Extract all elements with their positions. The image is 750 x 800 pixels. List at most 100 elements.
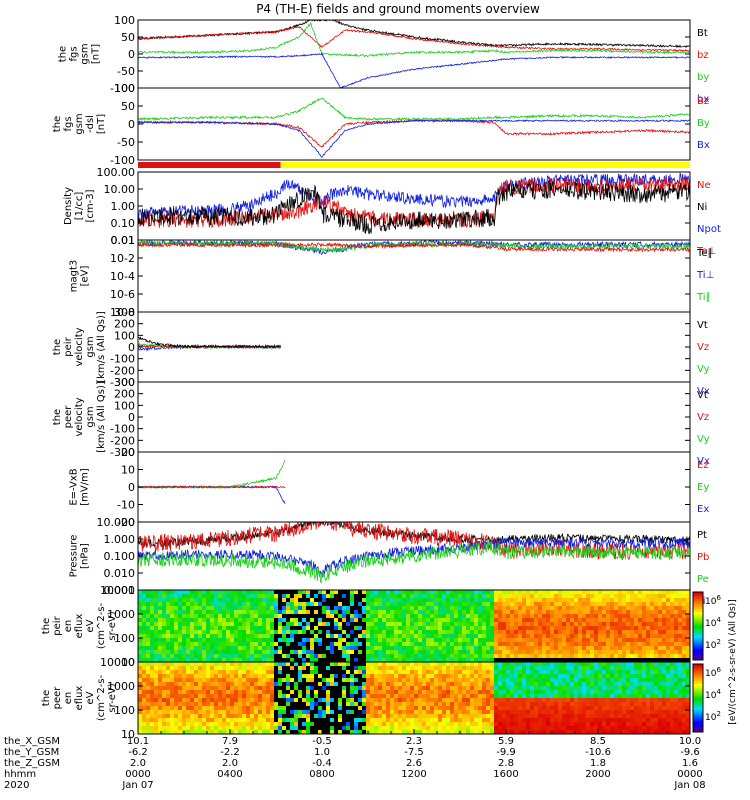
colorbar-cell	[693, 620, 703, 623]
ytick-label: 100	[114, 329, 135, 342]
legend-Ez: Ez	[697, 460, 709, 471]
ytick-label: 10	[121, 728, 135, 741]
colorbar-cell	[693, 691, 703, 694]
ylabel-line: [mV/m]	[80, 468, 91, 506]
x-axis: the_X_GSMthe_Y_GSMthe_Z_GSMhhmm202010.1-…	[4, 729, 706, 791]
colorbar-cell	[693, 654, 703, 657]
ytick-label: 0	[128, 48, 135, 61]
ytick-label: 1000	[107, 608, 135, 621]
ytick-label: 0.001	[104, 584, 136, 597]
ytick-label: 300	[114, 376, 135, 389]
legend-Bz: Bz	[697, 96, 709, 107]
frame-temperature	[137, 239, 691, 313]
colorbar-cell	[693, 615, 703, 618]
colorbar-cell	[693, 639, 703, 642]
legend-by: by	[697, 72, 709, 83]
colorbar-cell	[693, 649, 703, 652]
xtick-label: -0.5	[312, 736, 332, 747]
colorbar-cell	[693, 626, 703, 628]
status-segment-red	[138, 162, 281, 168]
ylabel-line: gsm	[74, 113, 85, 134]
legend-Ti⊥: Ti⊥	[696, 270, 714, 281]
colorbar-cell	[693, 721, 703, 724]
colorbar-cell	[693, 592, 703, 594]
colorbar-cell	[693, 644, 703, 647]
series-density	[138, 172, 690, 235]
colorbar-cell	[693, 716, 703, 719]
colorbar-cell	[693, 648, 703, 651]
ytick-label: 100	[114, 704, 135, 717]
colorbar-cell	[693, 595, 703, 598]
colorbar-cell	[693, 643, 703, 645]
xtick-label: 1600	[493, 769, 518, 780]
ytick-label: 100.00	[97, 166, 136, 179]
ylabel-line: the	[58, 46, 69, 62]
colorbar-frame	[692, 663, 704, 733]
line-bz	[138, 25, 690, 52]
colorbar-tick: 104	[705, 688, 721, 701]
ytick-label: 10000	[100, 584, 135, 597]
ylabel-line: en	[63, 692, 74, 705]
ytick-label: 10-6	[110, 288, 135, 301]
xtick-label: 2.8	[498, 758, 514, 769]
ytick-label: 10.000	[97, 516, 136, 529]
ytick-label: 50	[121, 31, 135, 44]
ylabel-line: the	[41, 618, 52, 634]
ylabel-line: eV	[85, 619, 96, 632]
colorbar-cell	[693, 665, 703, 668]
ylabel-line: magt3	[69, 260, 80, 293]
ylabel-line: sr-eV)	[107, 611, 118, 640]
colorbar-cell	[693, 609, 703, 611]
legend-Ni: Ni	[697, 202, 707, 213]
ylabel-line: (cm^2-s-	[96, 674, 107, 721]
ylabel-line: peir	[63, 336, 74, 356]
xtick-label: 1.6	[682, 758, 698, 769]
colorbar-cell	[693, 619, 703, 622]
ytick-label: 0	[128, 341, 135, 354]
xtick-label: -0.4	[312, 758, 332, 769]
ytick-label: 0.100	[104, 550, 136, 563]
line-Bz	[138, 118, 690, 148]
colorbar-cell	[693, 672, 703, 675]
ylabel-line: the	[52, 339, 63, 355]
xtick-label: -7.5	[404, 747, 424, 758]
ytick-label: 1.000	[104, 533, 136, 546]
ylabel-line: [km/s (All Qs)]	[96, 311, 107, 383]
legend-bz: bz	[697, 50, 709, 61]
ytick-label: 10-8	[110, 306, 135, 319]
xtick-label: 0800	[309, 769, 334, 780]
ylabel-line: [nT]	[96, 114, 107, 134]
series-pressure	[138, 522, 690, 584]
colorbar-cell	[693, 610, 703, 613]
xtick-label: 2.0	[222, 758, 238, 769]
colorbar-cell	[693, 730, 703, 733]
ylabel-line: [eV]	[80, 266, 91, 287]
xtick-label: -6.2	[128, 747, 148, 758]
colorbar-cell	[693, 605, 703, 608]
status-bar	[138, 162, 690, 168]
ytick-label: 50	[121, 100, 135, 113]
frame-fgs-dsl	[137, 87, 691, 161]
colorbar-cell	[693, 612, 703, 615]
colorbar-cell	[693, 593, 703, 596]
colorbar-cell	[693, 670, 703, 673]
ytick-label: 10-2	[110, 252, 135, 265]
ytick-label: 200	[114, 318, 135, 331]
colorbar-cell	[693, 701, 703, 704]
colorbar-cell	[693, 632, 703, 635]
line-Ez	[138, 485, 286, 489]
xtick-label: -9.6	[680, 747, 700, 758]
ytick-label: 100	[114, 399, 135, 412]
colorbar-cell	[693, 679, 703, 682]
panel-peer-eflux: 10000 1000 100 10 the peer en eflux eV (cm^2-s-sr…	[41, 656, 691, 741]
ytick-label: 200	[114, 388, 135, 401]
legend-Ti∥: Ti∥	[696, 292, 711, 303]
legend-Vx: Vx	[697, 386, 710, 397]
ytick-label: 1.00	[111, 200, 136, 213]
xtick-label: 2.3	[406, 736, 422, 747]
ylabel-line: fgs	[63, 116, 74, 131]
line-Bt	[138, 20, 690, 49]
legend-Vt: Vt	[697, 390, 708, 401]
legend-Npot: Npot	[697, 224, 721, 235]
